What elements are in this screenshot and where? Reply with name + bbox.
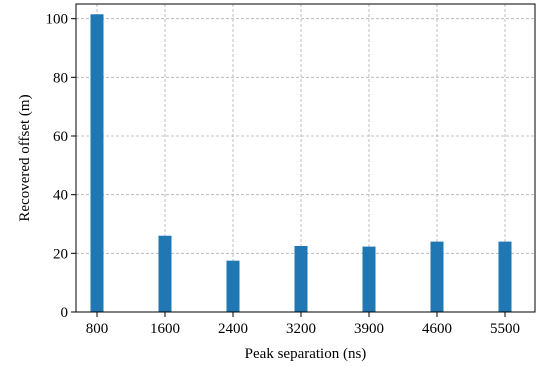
- y-tick-label: 80: [53, 70, 68, 86]
- y-tick-label: 100: [46, 12, 69, 28]
- x-tick-label: 800: [86, 321, 109, 337]
- bar-5500: [498, 241, 512, 312]
- x-tick-label: 2400: [218, 321, 248, 337]
- y-tick-label: 40: [53, 188, 68, 204]
- y-axis-label: Recovered offset (m): [17, 94, 33, 221]
- bar-1600: [158, 235, 172, 312]
- x-axis-label: Peak separation (ns): [245, 346, 367, 362]
- y-tick-label: 0: [61, 305, 69, 321]
- y-tick-label: 20: [53, 246, 68, 262]
- y-tick-label: 60: [53, 129, 68, 145]
- plot-frame: [75, 3, 536, 313]
- x-tick-label: 4600: [422, 321, 452, 337]
- x-tick-label: 1600: [150, 321, 180, 337]
- bar-4600: [430, 241, 444, 312]
- bars: [90, 14, 512, 313]
- bar-3900: [362, 246, 376, 312]
- bar-3200: [294, 246, 308, 312]
- axes: 0 20 40 60 80 100 800 1600 2400 3200 3900 4600 5500: [46, 3, 536, 337]
- x-tick-label: 5500: [490, 321, 520, 337]
- x-tick-label: 3200: [286, 321, 316, 337]
- x-tick-label: 3900: [354, 321, 384, 337]
- bar-2400: [226, 260, 240, 312]
- bar-800: [90, 14, 104, 313]
